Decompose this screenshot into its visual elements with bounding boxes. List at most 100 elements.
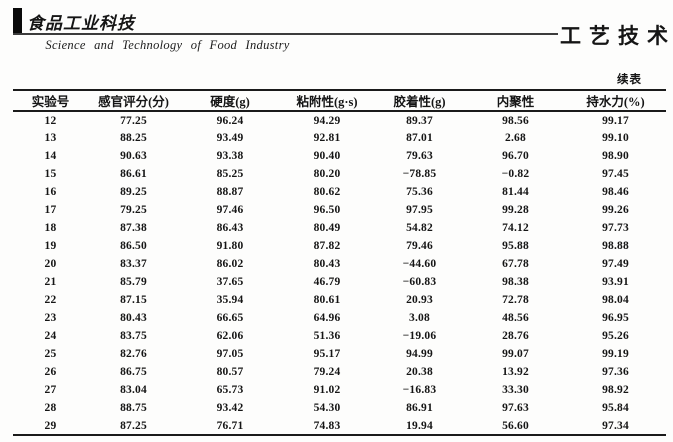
- masthead-rule: [13, 33, 558, 35]
- table-cell: 51.36: [313, 330, 341, 342]
- data-table: 实验号 感官评分(分) 硬度(g) 粘附性(g·s) 胶着性(g) 内聚性 持水力(%) 1…: [13, 89, 666, 436]
- table-cell: 65.73: [216, 384, 244, 396]
- table-cell: 95.84: [602, 402, 629, 414]
- table-cell: 33.30: [502, 384, 529, 396]
- table-cell: 19.94: [406, 419, 433, 432]
- column-header: 胶着性(g): [393, 95, 446, 109]
- table-cell: 80.49: [313, 222, 341, 234]
- table-cell: −78.85: [402, 168, 437, 180]
- column-header: 硬度(g): [210, 95, 250, 109]
- table-cell: 19: [44, 240, 57, 252]
- table-cell: 87.15: [120, 294, 147, 306]
- table-cell: 93.49: [216, 132, 244, 144]
- table-cell: 94.29: [313, 114, 341, 127]
- table-cell: 83.04: [120, 384, 147, 396]
- table-cell: 79.63: [406, 150, 433, 162]
- table-row: 27 83.04 65.73 91.02 −16.83 33.30 98.92: [13, 381, 666, 399]
- table-body: 12 77.25 96.24 94.29 89.37 98.56 99.17 13 88.25 9…: [13, 111, 666, 435]
- table-cell: 14: [44, 150, 57, 162]
- table-cell: 99.10: [602, 132, 629, 144]
- table-cell: 81.44: [502, 186, 529, 198]
- table-cell: 56.60: [502, 419, 529, 432]
- table-cell: 82.76: [120, 348, 147, 360]
- table-cell: 97.95: [406, 204, 433, 216]
- table-cell: −0.82: [501, 168, 530, 180]
- table-cell: 23: [44, 312, 57, 324]
- table-cell: 46.79: [313, 276, 341, 288]
- table-cell: 80.43: [120, 312, 147, 324]
- table-row: 28 88.75 93.42 54.30 86.91 97.63 95.84: [13, 399, 666, 417]
- table-row: 23 80.43 66.65 64.96 3.08 48.56 96.95: [13, 309, 666, 327]
- table-cell: 96.95: [602, 312, 629, 324]
- table-cell: 12: [44, 114, 57, 127]
- table-cell: 86.50: [120, 240, 147, 252]
- table-cell: 67.78: [502, 258, 529, 270]
- table-cell: 22: [44, 294, 57, 306]
- column-header: 粘附性(g·s): [296, 95, 358, 109]
- table-cell: 28: [44, 402, 57, 414]
- logo-bar-decoration: [13, 8, 22, 35]
- table-cell: 93.91: [602, 276, 629, 288]
- table-cell: 98.46: [602, 186, 629, 198]
- table-cell: 98.92: [602, 384, 629, 396]
- table-cell: 89.25: [120, 186, 147, 198]
- table-cell: 79.25: [120, 204, 147, 216]
- table-row: 17 79.25 97.46 96.50 97.95 99.28 99.26: [13, 201, 666, 219]
- table-cell: 74.12: [502, 222, 529, 234]
- table-row: 14 90.63 93.38 90.40 79.63 96.70 98.90: [13, 147, 666, 165]
- table-row: 16 89.25 88.87 80.62 75.36 81.44 98.46: [13, 183, 666, 201]
- table-cell: 54.82: [406, 222, 433, 234]
- table-cell: 80.20: [313, 168, 341, 180]
- table-cell: 96.50: [313, 204, 341, 216]
- table-row: 21 85.79 37.65 46.79 −60.83 98.38 93.91: [13, 273, 666, 291]
- table-cell: 85.79: [120, 276, 147, 288]
- journal-logo-cn: 食品工业科技: [27, 14, 135, 33]
- table-cell: 21: [44, 276, 57, 288]
- table-cell: 97.45: [602, 168, 629, 180]
- table-cell: 95.26: [602, 330, 629, 342]
- table-cell: −44.60: [402, 258, 437, 270]
- table-cell: 97.46: [216, 204, 244, 216]
- table-cell: 20.93: [406, 294, 433, 306]
- table-cell: 88.75: [120, 402, 147, 414]
- table-cell: 66.65: [216, 312, 244, 324]
- table-cell: 76.71: [216, 419, 244, 432]
- table-cell: 95.88: [502, 240, 529, 252]
- table-cell: 87.82: [313, 240, 341, 252]
- column-header: 实验号: [31, 95, 70, 109]
- table-row: 18 87.38 86.43 80.49 54.82 74.12 97.73: [13, 219, 666, 237]
- table-cell: 95.17: [313, 348, 341, 360]
- table-cell: 97.05: [216, 348, 244, 360]
- table-cell: 2.68: [505, 132, 526, 144]
- table-cell: 97.36: [602, 366, 629, 378]
- table-cell: 87.25: [120, 419, 147, 432]
- table-cell: 88.25: [120, 132, 147, 144]
- table-cell: 62.06: [216, 330, 244, 342]
- table-cell: 99.26: [602, 204, 629, 216]
- table-cell: 72.78: [502, 294, 529, 306]
- table-cell: 97.49: [602, 258, 629, 270]
- table-cell: 93.38: [216, 150, 244, 162]
- table-cell: 86.43: [216, 222, 244, 234]
- column-header: 内聚性: [496, 95, 535, 109]
- table-cell: 64.96: [313, 312, 341, 324]
- table-cell: 91.02: [313, 384, 341, 396]
- table-cell: 80.62: [313, 186, 341, 198]
- table-row: 13 88.25 93.49 92.81 87.01 2.68 99.10: [13, 129, 666, 147]
- table-cell: 87.01: [406, 132, 433, 144]
- table-cell: 92.81: [313, 132, 341, 144]
- table-cell: 79.46: [406, 240, 433, 252]
- table-cell: −16.83: [402, 384, 437, 396]
- table-cell: −19.06: [402, 330, 437, 342]
- table-row: 25 82.76 97.05 95.17 94.99 99.07 99.19: [13, 345, 666, 363]
- table-header: 实验号 感官评分(分) 硬度(g) 粘附性(g·s) 胶着性(g) 内聚性 持水力(%): [13, 90, 666, 111]
- table-cell: 26: [44, 366, 57, 378]
- section-title: 工艺技术: [560, 24, 673, 48]
- table-cell: 87.38: [120, 222, 147, 234]
- table-cell: 37.65: [216, 276, 244, 288]
- table-cell: 83.37: [120, 258, 147, 270]
- table-cell: 86.75: [120, 366, 147, 378]
- table-cell: 91.80: [216, 240, 244, 252]
- table-cell: 96.70: [502, 150, 529, 162]
